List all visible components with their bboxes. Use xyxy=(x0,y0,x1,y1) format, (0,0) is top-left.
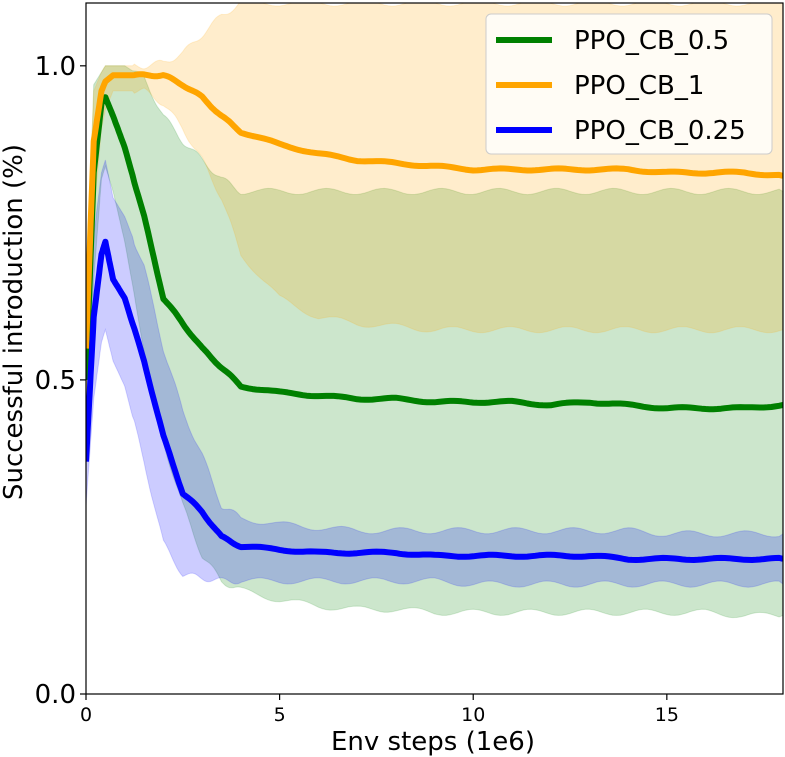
y-axis-label: Successful introduction (%) xyxy=(0,144,29,500)
band-ppo-cb-0-5 xyxy=(86,65,783,619)
x-tick-label-0: 0 xyxy=(80,704,92,726)
line-ppo-cb-1 xyxy=(86,71,783,349)
y-tick-label-0.5: 0.5 xyxy=(35,366,76,396)
legend-label-ppo-cb-0-25: PPO_CB_0.25 xyxy=(574,116,746,146)
legend-label-ppo-cb-0-5: PPO_CB_0.5 xyxy=(574,26,729,56)
x-axis-label: Env steps (1e6) xyxy=(331,727,535,757)
x-tick-label-15: 15 xyxy=(655,704,679,726)
y-tick-label-0.0: 0.0 xyxy=(35,680,76,710)
series-lines xyxy=(86,71,783,563)
x-tick-label-10: 10 xyxy=(461,704,485,726)
y-tick-label-1.0: 1.0 xyxy=(35,52,76,82)
band-ppo-cb-0-25 xyxy=(86,159,783,588)
y-axis-ticks: 0.0 0.5 1.0 xyxy=(35,52,86,710)
plot-frame xyxy=(85,2,784,695)
x-axis-ticks: 0 5 10 15 xyxy=(80,694,679,726)
line-ppo-cb-0-5 xyxy=(86,94,783,413)
line-ppo-cb-0-25 xyxy=(86,238,783,563)
legend-box xyxy=(485,13,773,155)
legend-label-ppo-cb-1: PPO_CB_1 xyxy=(574,71,704,101)
x-tick-label-5: 5 xyxy=(274,704,286,726)
legend: PPO_CB_0.5 PPO_CB_1 PPO_CB_0.25 xyxy=(485,13,773,155)
